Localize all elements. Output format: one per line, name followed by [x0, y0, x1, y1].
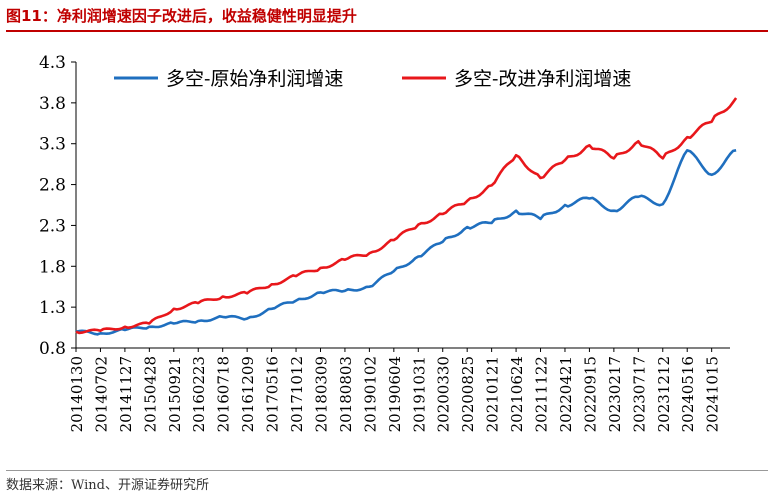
x-tick-label: 20220421: [557, 356, 575, 432]
x-tick-label: 20231212: [655, 356, 673, 432]
chart-area: 0.8 1.3 1.8 2.3 2.8 3.3 3.8 4.3 20140130 20140702…: [0, 34, 774, 474]
x-tick-label: 20140130: [68, 356, 86, 432]
y-tick-label: 2.8: [39, 176, 66, 196]
x-tick-label: 20210624: [508, 356, 526, 432]
x-tick-label: 20190604: [386, 356, 404, 432]
x-tick-label: 20230217: [606, 356, 624, 432]
legend-label: 多空-原始净利润增速: [166, 68, 343, 90]
series-line: [75, 97, 738, 335]
y-tick-label: 1.8: [39, 257, 66, 277]
x-tick-label: 20240516: [679, 356, 697, 432]
y-tick-label: 4.3: [39, 53, 66, 73]
x-tick-label: 20150428: [141, 356, 159, 432]
x-tick-label: 20200330: [435, 356, 453, 432]
x-tick-label: 20160718: [215, 356, 233, 432]
x-tick-label: 20230717: [630, 356, 648, 432]
x-tick-label: 20150921: [166, 356, 184, 432]
x-tick-label: 20200825: [459, 356, 477, 432]
legend-label: 多空-改进净利润增速: [454, 68, 631, 90]
x-tick-label: 20141127: [117, 356, 135, 432]
figure-title: 图11：净利润增速因子改进后，收益稳健性明显提升: [6, 7, 357, 25]
series-line: [75, 149, 737, 336]
y-tick-label: 0.8: [39, 339, 66, 359]
line-chart: 0.8 1.3 1.8 2.3 2.8 3.3 3.8 4.3 20140130 20140702…: [39, 53, 738, 432]
y-tick-label: 3.3: [39, 135, 66, 155]
source-divider: [6, 470, 768, 471]
x-tick-label: 20191031: [410, 356, 428, 432]
x-tick-label: 20241015: [704, 356, 722, 432]
x-tick-label: 20180803: [337, 356, 355, 432]
x-tick-label: 20190102: [361, 356, 379, 432]
x-tick-label: 20161209: [239, 356, 257, 432]
source-note: 数据来源：Wind、开源证券研究所: [6, 478, 209, 493]
x-tick-label: 20170516: [264, 356, 282, 432]
figure-header: 图11：净利润增速因子改进后，收益稳健性明显提升: [6, 4, 768, 32]
y-tick-label: 1.3: [39, 298, 66, 318]
title-underline: [6, 30, 768, 32]
x-tick-label: 20211122: [533, 356, 551, 432]
y-tick-label: 3.8: [39, 94, 66, 114]
y-tick-label: 2.3: [39, 216, 66, 236]
x-tick-label: 20220915: [581, 356, 599, 432]
x-tick-label: 20180309: [312, 356, 330, 432]
x-tick-label: 20171012: [288, 356, 306, 432]
x-tick-label: 20210121: [484, 356, 502, 432]
x-tick-label: 20160223: [190, 356, 208, 432]
x-tick-label: 20140702: [92, 356, 110, 432]
